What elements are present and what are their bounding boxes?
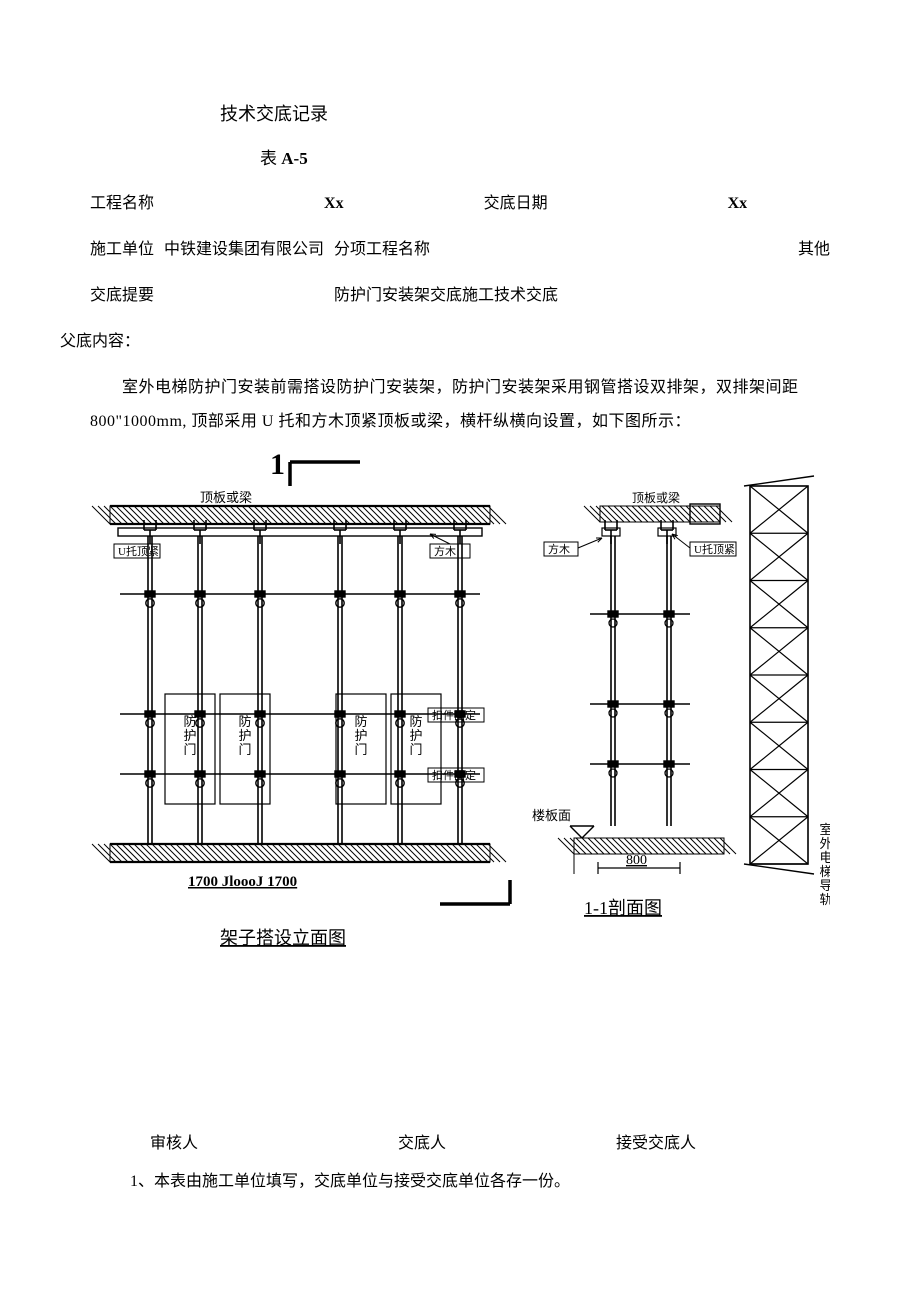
svg-text:轨: 轨 bbox=[819, 892, 830, 907]
subproject-label: 分项工程名称 bbox=[334, 235, 430, 259]
reviewer-label: 审核人 bbox=[150, 1129, 198, 1153]
summary-value: 防护门安装架交底施工技术交底 bbox=[334, 281, 558, 305]
date-label: 交底日期 bbox=[484, 189, 548, 213]
svg-text:室: 室 bbox=[819, 822, 830, 837]
footnote: 1、本表由施工单位填写，交底单位与接受交底单位各存一份。 bbox=[130, 1167, 830, 1191]
svg-text:门: 门 bbox=[354, 742, 367, 757]
svg-text:顶板或梁: 顶板或梁 bbox=[632, 490, 680, 505]
svg-text:1700 JloooJ 1700: 1700 JloooJ 1700 bbox=[188, 874, 297, 890]
svg-text:楼板面: 楼板面 bbox=[532, 808, 571, 823]
svg-text:方木: 方木 bbox=[548, 542, 570, 556]
diagram-svg: 1顶板或梁U托顶紧方木扣件固定扣件固定防护门防护门防护门防护门1700 Jloo… bbox=[90, 444, 830, 964]
project-name-value: Xx bbox=[324, 195, 344, 213]
svg-text:护: 护 bbox=[409, 728, 422, 743]
svg-text:扣件固定: 扣件固定 bbox=[432, 768, 476, 782]
svg-text:防: 防 bbox=[354, 714, 367, 729]
svg-text:梯: 梯 bbox=[819, 864, 830, 879]
svg-text:方木: 方木 bbox=[434, 544, 456, 558]
svg-text:防: 防 bbox=[183, 714, 196, 729]
svg-text:电: 电 bbox=[819, 850, 830, 865]
svg-text:U托顶紧: U托顶紧 bbox=[694, 542, 735, 556]
svg-text:护: 护 bbox=[183, 728, 196, 743]
document-page: 技术交底记录 表 A-5 工程名称 Xx 交底日期 Xx 施工单位 中铁建设集团… bbox=[0, 0, 920, 1251]
row-summary: 交底提要 防护门安装架交底施工技术交底 bbox=[90, 281, 830, 305]
svg-text:护: 护 bbox=[238, 728, 251, 743]
date-value: Xx bbox=[728, 195, 748, 213]
table-number: 表 A-5 bbox=[260, 144, 830, 169]
project-name-label: 工程名称 bbox=[90, 189, 154, 213]
content-label: 父底内容： bbox=[60, 327, 830, 351]
doc-title: 技术交底记录 bbox=[220, 100, 830, 126]
constructor-value: 中铁建设集团有限公司 bbox=[164, 235, 324, 259]
svg-text:门: 门 bbox=[409, 742, 422, 757]
disclose-label: 交底人 bbox=[398, 1129, 446, 1153]
svg-text:门: 门 bbox=[183, 742, 196, 757]
signature-row: 审核人 交底人 接受交底人 bbox=[150, 1129, 830, 1153]
svg-text:1-1剖面图: 1-1剖面图 bbox=[584, 898, 662, 918]
content-paragraph: 室外电梯防护门安装前需搭设防护门安装架，防护门安装架采用钢管搭设双排架，双排架间… bbox=[90, 371, 830, 438]
svg-text:导: 导 bbox=[819, 878, 830, 893]
svg-text:顶板或梁: 顶板或梁 bbox=[200, 490, 252, 505]
receive-label: 接受交底人 bbox=[616, 1129, 696, 1153]
svg-text:扣件固定: 扣件固定 bbox=[432, 708, 476, 722]
subproject-value: 其他 bbox=[798, 235, 830, 259]
svg-text:架子搭设立面图: 架子搭设立面图 bbox=[220, 928, 346, 948]
row-constructor: 施工单位 中铁建设集团有限公司 分项工程名称 其他 bbox=[90, 235, 830, 259]
row-project: 工程名称 Xx 交底日期 Xx bbox=[90, 189, 830, 213]
svg-text:护: 护 bbox=[354, 728, 367, 743]
svg-text:800: 800 bbox=[626, 853, 647, 868]
summary-label: 交底提要 bbox=[90, 281, 154, 305]
svg-text:U托顶紧: U托顶紧 bbox=[118, 544, 159, 558]
svg-text:防: 防 bbox=[409, 714, 422, 729]
svg-text:门: 门 bbox=[238, 742, 251, 757]
constructor-label: 施工单位 bbox=[90, 235, 154, 259]
svg-text:防: 防 bbox=[238, 714, 251, 729]
diagram: 1顶板或梁U托顶紧方木扣件固定扣件固定防护门防护门防护门防护门1700 Jloo… bbox=[90, 444, 830, 969]
svg-text:外: 外 bbox=[819, 836, 830, 851]
svg-text:1: 1 bbox=[270, 448, 285, 481]
